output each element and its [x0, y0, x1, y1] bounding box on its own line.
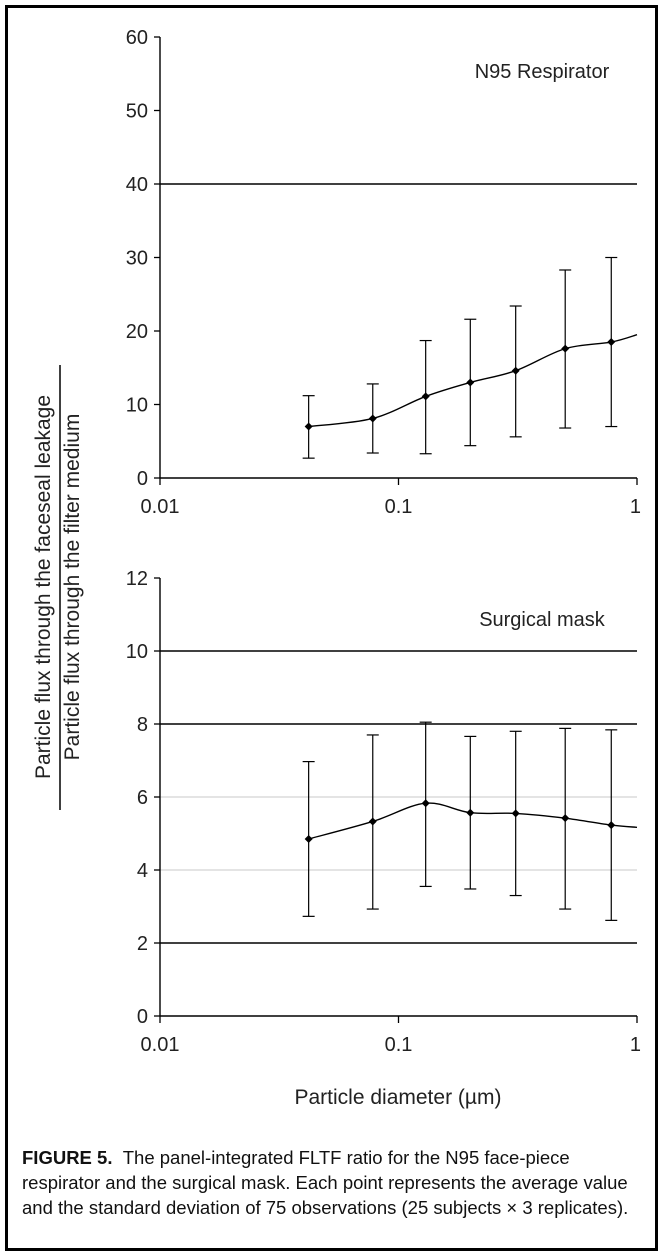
- data-point: [304, 834, 313, 843]
- y-tick-label: 10: [126, 395, 148, 417]
- y-tick-label: 0: [137, 1006, 148, 1028]
- y-tick-label: 50: [126, 101, 148, 123]
- data-point: [368, 817, 377, 826]
- chart-panel-n95: 0 10 20 30 40 50 60 0.01 0.1 1 N95 Respirator: [126, 27, 641, 518]
- y-tick-label: 12: [126, 568, 148, 590]
- x-tick-label: 1: [630, 496, 641, 518]
- y-tick-label: 6: [137, 787, 148, 809]
- figure-caption: FIGURE 5. The panel-integrated FLTF rati…: [22, 1145, 647, 1220]
- figure-frame: [5, 5, 658, 1251]
- x-axis-label: Particle diameter (µm): [295, 1086, 502, 1109]
- series-line: [308, 802, 638, 840]
- chart-panel-surgical-mask: 0 2 4 6 8 10 12 0.01 0.1 1 Surgical mask: [126, 568, 641, 1056]
- figure-charts: 0 10 20 30 40 50 60 0.01 0.1 1 N95 Respirator 0 2 4 6…: [32, 27, 641, 1109]
- data-point: [304, 422, 313, 431]
- caption-label: FIGURE 5.: [22, 1147, 113, 1168]
- data-point: [511, 809, 520, 818]
- panel-annotation: Surgical mask: [479, 609, 606, 631]
- data-point: [368, 414, 377, 423]
- data-point: [511, 366, 520, 375]
- y-tick-label: 30: [126, 248, 148, 270]
- data-point: [466, 378, 475, 387]
- y-axis-label-numerator: Particle flux through the faceseal leaka…: [32, 395, 55, 779]
- x-tick-label: 0.01: [141, 1034, 180, 1056]
- x-tick-label: 0.1: [385, 496, 413, 518]
- panel-annotation: N95 Respirator: [475, 61, 610, 83]
- data-point: [607, 821, 616, 830]
- x-tick-label: 0.1: [385, 1034, 413, 1056]
- x-tick-label: 0.01: [141, 496, 180, 518]
- data-point: [421, 799, 430, 808]
- y-tick-label: 4: [137, 860, 148, 882]
- series-line: [308, 334, 638, 428]
- y-tick-label: 40: [126, 174, 148, 196]
- y-tick-label: 0: [137, 468, 148, 490]
- caption-text: The panel-integrated FLTF ratio for the …: [22, 1147, 629, 1218]
- data-point: [421, 392, 430, 401]
- data-point: [607, 338, 616, 347]
- data-point: [466, 808, 475, 817]
- y-tick-label: 2: [137, 933, 148, 955]
- y-tick-label: 8: [137, 714, 148, 736]
- data-point: [561, 814, 570, 823]
- y-tick-label: 10: [126, 641, 148, 663]
- y-tick-label: 20: [126, 321, 148, 343]
- y-axis-label-denominator: Particle flux through the filter medium: [61, 414, 84, 761]
- x-tick-label: 1: [630, 1034, 641, 1056]
- data-point: [561, 344, 570, 353]
- y-tick-label: 60: [126, 27, 148, 49]
